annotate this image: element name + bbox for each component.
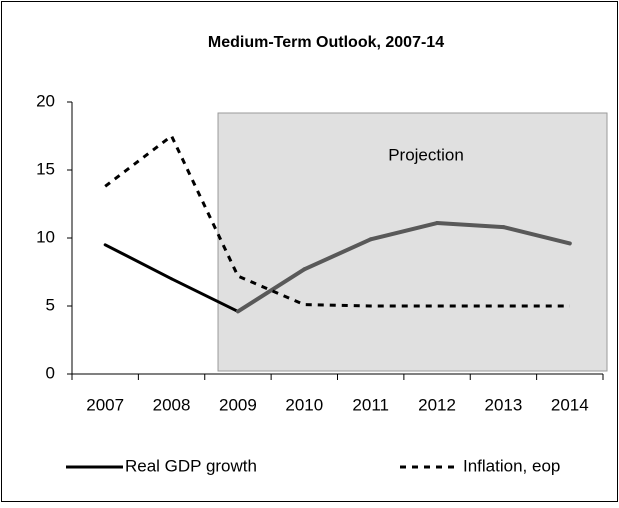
line-segment xyxy=(501,225,572,246)
line-segment xyxy=(302,237,373,272)
line-segment xyxy=(103,243,174,281)
x-tick-label: 2011 xyxy=(352,395,389,414)
y-tick-label: 0 xyxy=(46,363,55,382)
projection-label: Projection xyxy=(388,145,464,164)
y-tick-label: 5 xyxy=(46,295,55,314)
legend-label: Real GDP growth xyxy=(125,456,257,475)
x-tick-label: 2010 xyxy=(285,395,323,414)
line-series xyxy=(104,133,570,308)
x-tick-label: 2008 xyxy=(153,395,191,414)
line-segment xyxy=(170,277,240,313)
line-segment xyxy=(368,221,440,242)
x-tick-label: 2013 xyxy=(485,395,523,414)
y-tick-label: 20 xyxy=(36,91,55,110)
chart-title: Medium-Term Outlook, 2007-14 xyxy=(208,34,444,51)
x-tick-label: 2009 xyxy=(219,395,257,414)
legend-label: Inflation, eop xyxy=(463,456,560,475)
x-tick-label: 2014 xyxy=(551,395,589,414)
line-segment xyxy=(235,267,307,314)
x-tick-label: 2012 xyxy=(418,395,456,414)
line-segment xyxy=(435,221,506,230)
y-tick-label: 15 xyxy=(36,159,55,178)
y-tick-label: 10 xyxy=(36,227,55,246)
projection-area xyxy=(217,112,608,372)
x-tick-label: 2007 xyxy=(86,395,124,414)
